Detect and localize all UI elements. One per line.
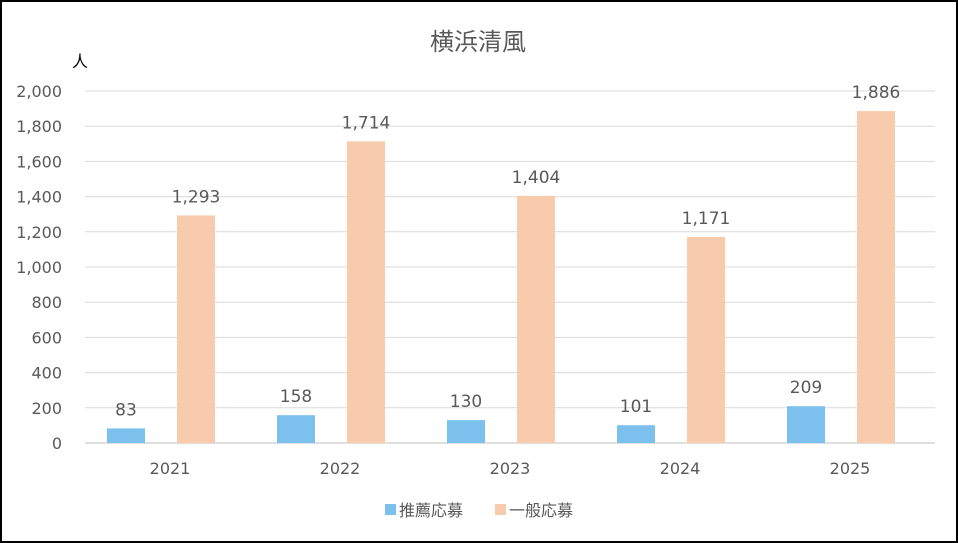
y-tick-label: 1,400 [16,188,62,207]
data-label: 1,293 [172,187,221,207]
y-tick-label: 200 [31,399,62,418]
bars [107,111,895,444]
y-tick-label: 400 [31,364,62,383]
legend-label: 推薦応募 [399,501,463,520]
y-axis-unit-label: 人 [72,52,88,71]
bar-ippan-2021 [177,215,215,443]
bar-suisen-2021 [107,428,145,443]
data-label: 1,886 [852,83,901,103]
bar-ippan-2024 [687,236,725,443]
bar-ippan-2025 [857,111,895,444]
data-label: 1,404 [512,168,561,188]
y-tick-label: 2,000 [16,82,62,101]
x-tick-label: 2024 [660,459,701,478]
bar-suisen-2025 [787,406,825,443]
y-tick-label: 1,600 [16,152,62,171]
x-tick-label: 2023 [490,459,531,478]
x-tick-label: 2025 [830,459,871,478]
y-tick-label: 0 [52,434,62,453]
data-label: 130 [450,392,482,412]
y-tick-label: 1,200 [16,223,62,242]
y-tick-label: 800 [31,293,62,312]
data-label: 1,171 [682,209,731,229]
data-label: 83 [115,400,137,420]
legend-swatch [495,504,506,515]
x-tick-label: 2021 [150,459,191,478]
data-label: 209 [790,378,822,398]
legend: 推薦応募 一般応募 [385,501,573,520]
data-label: 1,714 [342,113,391,133]
chart-title: 横浜清風 [430,28,526,56]
data-label: 101 [620,397,652,417]
bar-ippan-2023 [517,195,555,443]
legend-swatch [385,504,396,515]
bar-suisen-2022 [277,415,315,443]
y-axis-tick-labels: 0 200 400 600 800 1,000 1,200 1,400 1,600 1,800 2,… [16,82,62,453]
x-tick-label: 2022 [320,459,361,478]
y-tick-label: 1,000 [16,258,62,277]
bar-ippan-2022 [347,141,385,443]
x-axis-tick-labels: 2021 2022 2023 2024 2025 [150,459,871,478]
bar-suisen-2023 [447,420,485,443]
y-tick-label: 1,800 [16,117,62,136]
data-label: 158 [280,387,312,407]
y-tick-label: 600 [31,328,62,347]
bar-suisen-2024 [617,425,655,443]
data-labels: 83 1,293 158 1,714 130 1,404 101 1,171 209 1,886 [115,83,900,420]
legend-label: 一般応募 [509,501,573,520]
